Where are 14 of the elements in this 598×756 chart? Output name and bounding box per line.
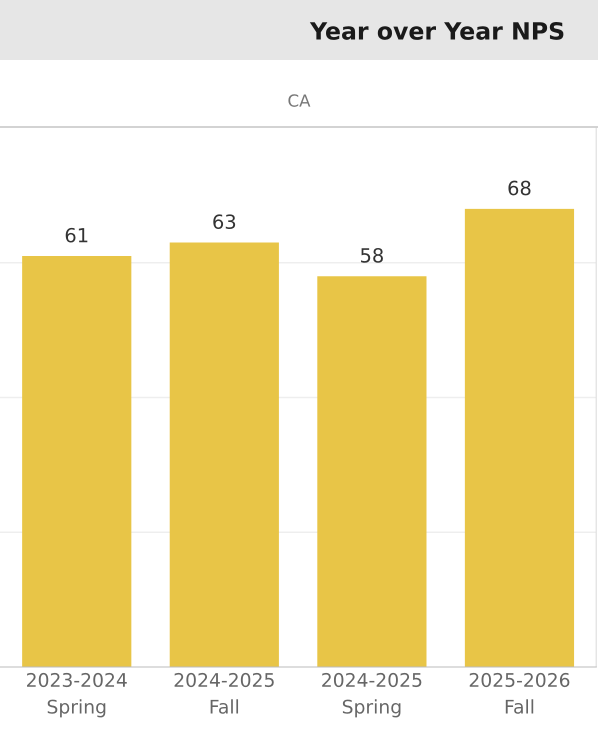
chart-title: Year over Year NPS <box>310 22 564 40</box>
bar <box>170 242 279 667</box>
x-tick-label: 2023-2024 Spring <box>27 672 127 718</box>
data-label: 58 <box>361 248 383 263</box>
bar <box>317 276 426 667</box>
x-tick-label: 2024-2025 Fall <box>174 672 274 714</box>
bar <box>464 208 574 667</box>
data-label: 68 <box>508 180 531 196</box>
chart-subtitle: CA <box>288 94 310 107</box>
data-label: 61 <box>66 228 88 243</box>
x-tick-label: 2024-2025 Spring <box>322 672 422 718</box>
bar <box>22 256 132 667</box>
data-label: 63 <box>213 214 236 230</box>
x-tick-label: 2025-2026 Fall <box>470 672 570 714</box>
